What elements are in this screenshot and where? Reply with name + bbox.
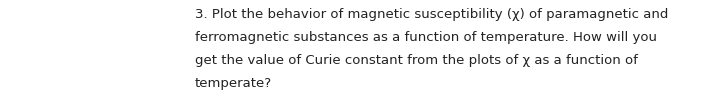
Text: temperate?: temperate? [195, 77, 272, 90]
Text: get the value of Curie constant from the plots of χ as a function of: get the value of Curie constant from the… [195, 54, 638, 67]
Text: 3. Plot the behavior of magnetic susceptibility (χ) of paramagnetic and: 3. Plot the behavior of magnetic suscept… [195, 8, 668, 21]
Text: ferromagnetic substances as a function of temperature. How will you: ferromagnetic substances as a function o… [195, 31, 657, 44]
